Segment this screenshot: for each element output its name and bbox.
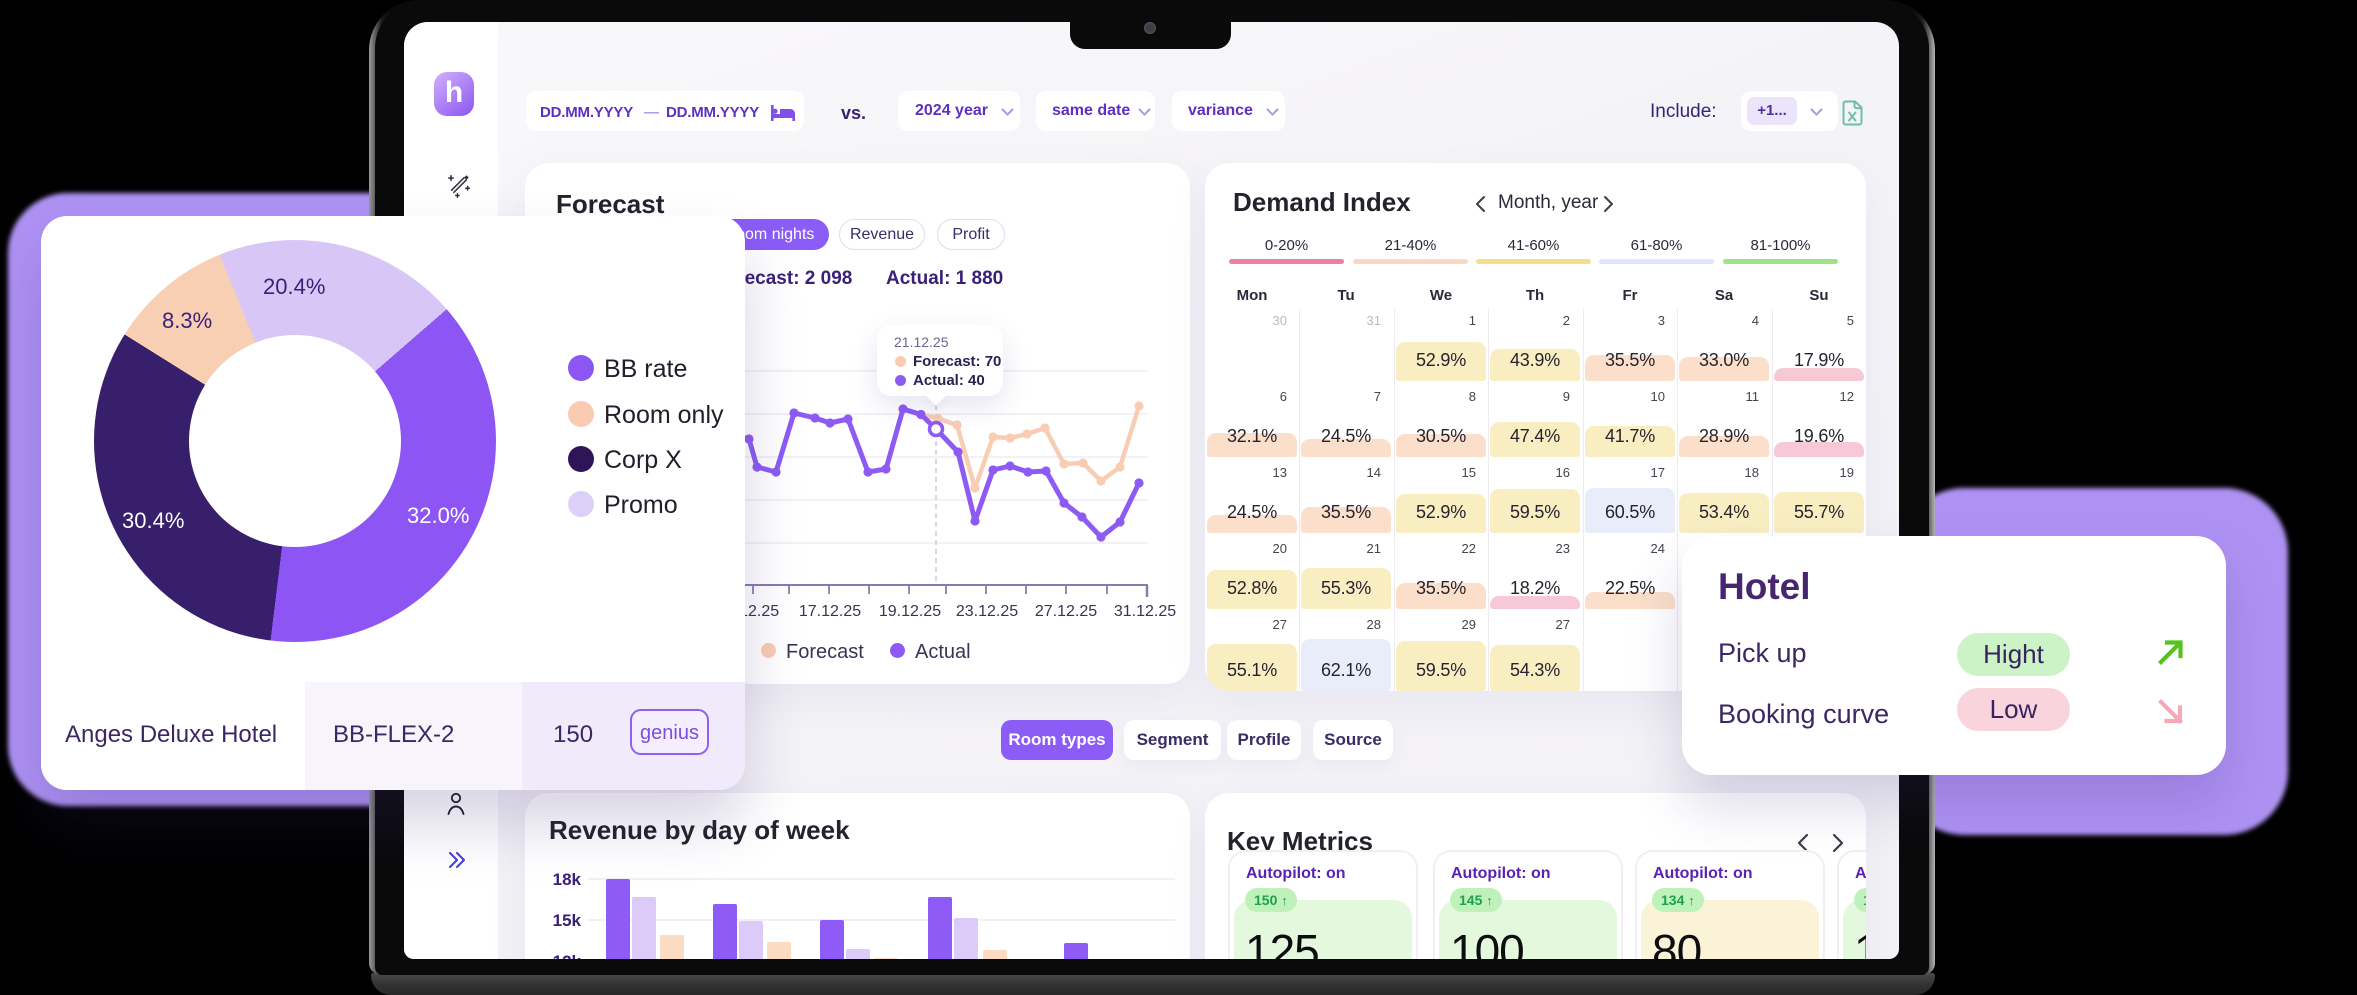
svg-text:12k: 12k	[553, 952, 582, 959]
svg-text:18k: 18k	[553, 870, 582, 889]
svg-text:15k: 15k	[553, 911, 582, 930]
